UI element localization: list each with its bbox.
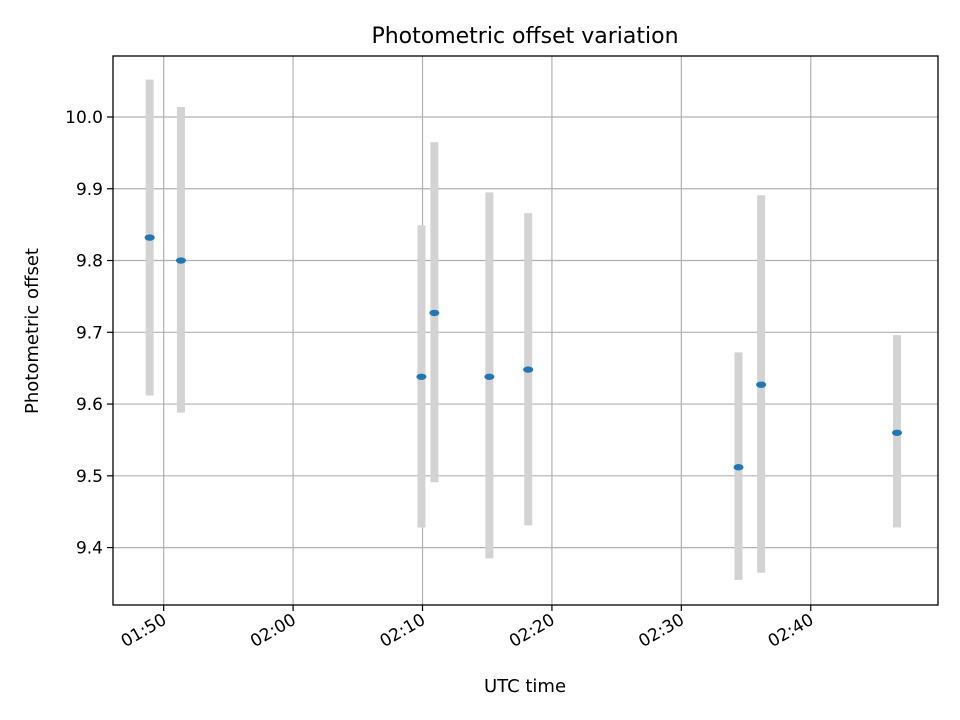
- data-point: [892, 429, 903, 436]
- y-tick-label: 9.7: [76, 323, 103, 343]
- data-point: [523, 366, 534, 373]
- y-tick-label: 9.9: [76, 180, 103, 200]
- y-tick-label: 9.4: [76, 539, 103, 559]
- data-point: [429, 309, 440, 317]
- data-points: [144, 234, 903, 471]
- data-point: [175, 257, 186, 264]
- y-axis-ticks: 9.4 9.5 9.6 9.7 9.8 9.9 10.0: [65, 108, 113, 559]
- y-axis-label: Photometric offset: [22, 248, 43, 414]
- error-bars: [145, 79, 902, 580]
- x-tick-label: 02:30: [635, 610, 687, 652]
- data-point: [756, 381, 767, 388]
- y-tick-label: 9.6: [76, 395, 103, 415]
- x-tick-label: 02:40: [765, 610, 817, 652]
- data-point: [144, 234, 155, 241]
- y-tick-label: 10.0: [65, 108, 103, 128]
- x-tick-label: 02:00: [247, 610, 299, 652]
- data-point: [733, 464, 744, 471]
- chart-title: Photometric offset variation: [371, 24, 678, 49]
- plot-frame: [112, 55, 939, 606]
- x-axis-label: UTC time: [484, 676, 566, 697]
- data-point: [484, 373, 495, 380]
- x-tick-label: 01:50: [118, 610, 170, 652]
- y-tick-label: 9.8: [76, 252, 103, 272]
- x-tick-label: 02:20: [506, 610, 558, 652]
- data-point: [416, 373, 427, 380]
- y-tick-label: 9.5: [76, 467, 103, 487]
- x-tick-label: 02:10: [377, 610, 429, 652]
- x-axis-ticks: 01:50 02:00 02:10 02:20 02:30 02:40: [118, 605, 817, 652]
